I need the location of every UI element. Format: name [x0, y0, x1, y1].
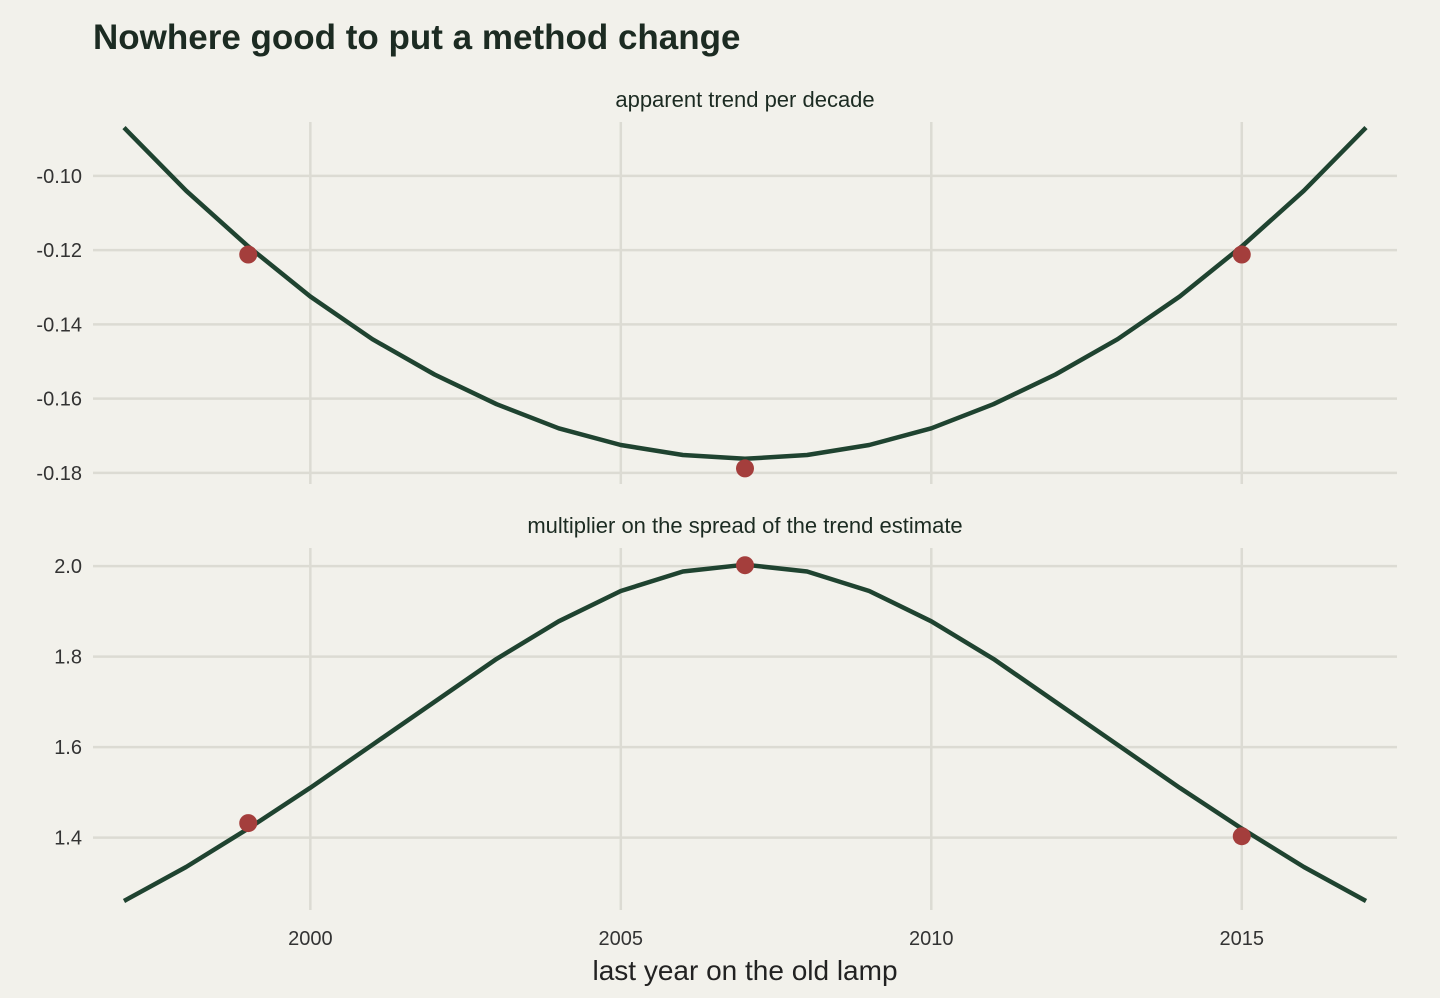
x-tick-label: 2015	[1220, 928, 1265, 950]
strip-label-multiplier: multiplier on the spread of the trend es…	[527, 513, 962, 538]
y-tick-label: -0.18	[36, 463, 82, 485]
data-point	[736, 556, 754, 575]
grid-multiplier	[93, 548, 1397, 910]
series-line	[122, 126, 1368, 462]
x-tick-label: 2010	[909, 928, 954, 950]
data-point	[1232, 827, 1251, 846]
y-tick-label: -0.16	[36, 389, 82, 411]
x-ticks: 2000 2005 2010 2015	[288, 928, 1264, 950]
y-ticks-multiplier: 2.0 1.8 1.6 1.4	[54, 556, 82, 850]
data-point	[1232, 245, 1251, 264]
data-point	[736, 459, 754, 478]
chart-title: Nowhere good to put a method change	[93, 18, 741, 57]
y-tick-label: -0.12	[36, 240, 82, 262]
y-tick-label: -0.10	[36, 166, 82, 188]
points-multiplier	[239, 556, 1251, 846]
series-line-trend	[122, 126, 1368, 462]
y-tick-label: 1.6	[54, 737, 82, 759]
panel-apparent-trend: apparent trend per decade -0.10-0.12-0.1…	[36, 87, 1397, 485]
y-tick-label: 1.4	[54, 828, 82, 850]
data-point	[239, 814, 258, 833]
x-axis-label: last year on the old lamp	[592, 955, 897, 986]
grid-trend	[93, 122, 1397, 484]
x-tick-label: 2005	[599, 928, 644, 950]
y-tick-label: 1.8	[54, 647, 82, 669]
strip-label-trend: apparent trend per decade	[615, 87, 874, 112]
points-trend	[239, 245, 1251, 478]
x-tick-label: 2000	[288, 928, 333, 950]
y-tick-label: -0.14	[36, 314, 82, 336]
panel-spread-multiplier: multiplier on the spread of the trend es…	[54, 513, 1397, 910]
y-ticks-trend: -0.10 -0.12 -0.14 -0.16 -0.18	[36, 166, 82, 485]
data-point	[239, 245, 258, 264]
y-tick-label: 2.0	[54, 556, 82, 578]
